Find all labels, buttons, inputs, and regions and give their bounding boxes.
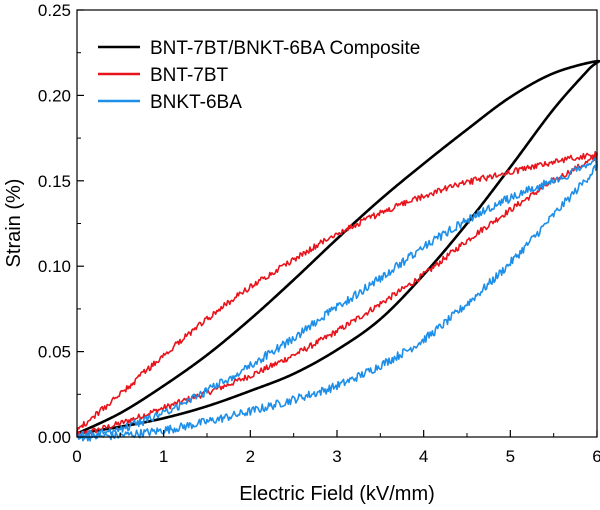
y-tick-label: 0.10 — [38, 257, 71, 276]
x-tick-label: 1 — [159, 447, 168, 466]
legend-label-3: BNKT-6BA — [150, 92, 242, 113]
legend-label-2: BNT-7BT — [150, 65, 229, 86]
y-tick-label: 0.25 — [38, 1, 71, 20]
ticks-layer — [76, 9, 598, 438]
legend-label-1: BNT-7BT/BNKT-6BA Composite — [150, 38, 420, 59]
x-tick-label: 5 — [506, 447, 515, 466]
y-tick-label: 0.00 — [38, 428, 71, 447]
x-tick-label: 0 — [72, 447, 81, 466]
y-axis-title: Strain (%) — [3, 179, 25, 268]
x-tick-label: 3 — [332, 447, 341, 466]
x-tick-label: 2 — [246, 447, 255, 466]
y-tick-label: 0.05 — [38, 343, 71, 362]
x-tick-label: 6 — [592, 447, 600, 466]
y-tick-label: 0.20 — [38, 86, 71, 105]
tick-labels-layer: 0 1 2 3 4 5 6 0.00 0.05 0.10 0.15 0.20 0.25 — [38, 1, 600, 466]
x-axis-title: Electric Field (kV/mm) — [239, 483, 435, 505]
y-tick-label: 0.15 — [38, 172, 71, 191]
legend: BNT-7BT/BNKT-6BA Composite BNT-7BT BNKT-6B… — [98, 38, 420, 113]
x-tick-label: 4 — [419, 447, 428, 466]
